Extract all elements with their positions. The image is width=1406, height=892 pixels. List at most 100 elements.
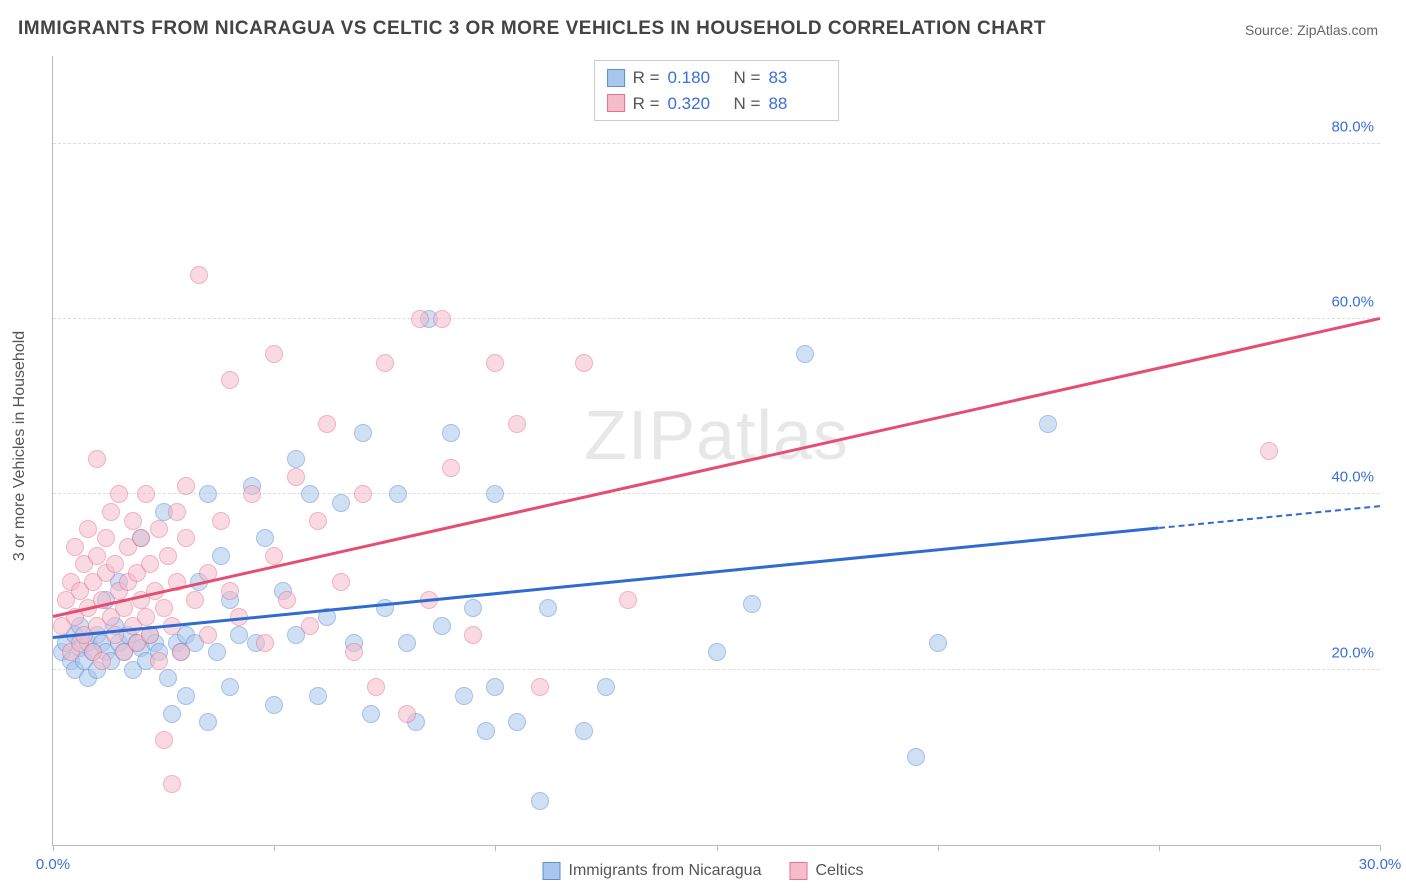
data-point (212, 547, 230, 565)
x-tick (1159, 845, 1160, 851)
data-point (389, 485, 407, 503)
data-point (102, 503, 120, 521)
data-point (486, 678, 504, 696)
x-tick-label: 0.0% (36, 856, 70, 873)
data-point (106, 555, 124, 573)
data-point (345, 643, 363, 661)
y-tick-label: 60.0% (1331, 294, 1374, 311)
data-point (301, 485, 319, 503)
y-tick-label: 20.0% (1331, 644, 1374, 661)
data-point (287, 450, 305, 468)
data-point (155, 599, 173, 617)
data-point (168, 503, 186, 521)
legend-item: Celtics (789, 862, 863, 880)
data-point (110, 485, 128, 503)
data-point (354, 485, 372, 503)
legend-item: Immigrants from Nicaragua (543, 862, 762, 880)
data-point (163, 705, 181, 723)
data-point (212, 512, 230, 530)
n-value: 88 (768, 91, 826, 117)
legend-label: Immigrants from Nicaragua (569, 862, 762, 880)
data-point (929, 634, 947, 652)
data-point (208, 643, 226, 661)
data-point (243, 485, 261, 503)
x-tick (717, 845, 718, 851)
x-tick (495, 845, 496, 851)
gridline (53, 669, 1380, 670)
data-point (508, 713, 526, 731)
data-point (318, 415, 336, 433)
r-value: 0.180 (668, 65, 726, 91)
data-point (464, 626, 482, 644)
data-point (508, 415, 526, 433)
data-point (97, 529, 115, 547)
r-value: 0.320 (668, 91, 726, 117)
y-axis-label: 3 or more Vehicles in Household (11, 331, 29, 561)
data-point (177, 687, 195, 705)
data-point (265, 547, 283, 565)
data-point (150, 520, 168, 538)
data-point (332, 494, 350, 512)
watermark: ZIPatlas (584, 395, 849, 475)
gridline (53, 318, 1380, 319)
x-tick (274, 845, 275, 851)
data-point (199, 485, 217, 503)
data-point (256, 529, 274, 547)
data-point (332, 573, 350, 591)
data-point (159, 547, 177, 565)
data-point (124, 512, 142, 530)
data-point (486, 354, 504, 372)
data-point (265, 696, 283, 714)
data-point (411, 310, 429, 328)
data-point (66, 538, 84, 556)
data-point (199, 626, 217, 644)
data-point (230, 626, 248, 644)
data-point (137, 608, 155, 626)
data-point (597, 678, 615, 696)
legend-swatch (607, 69, 625, 87)
data-point (93, 652, 111, 670)
x-tick (1380, 845, 1381, 851)
data-point (531, 792, 549, 810)
legend-swatch (543, 862, 561, 880)
data-point (362, 705, 380, 723)
data-point (464, 599, 482, 617)
data-point (172, 643, 190, 661)
data-point (486, 485, 504, 503)
data-point (88, 450, 106, 468)
x-tick (53, 845, 54, 851)
y-tick-label: 40.0% (1331, 469, 1374, 486)
legend-label: Celtics (815, 862, 863, 880)
x-tick (938, 845, 939, 851)
data-point (256, 634, 274, 652)
data-point (575, 722, 593, 740)
stats-legend: R =0.180N =83R =0.320N =88 (594, 60, 840, 121)
scatter-chart: ZIPatlas R =0.180N =83R =0.320N =88 20.0… (52, 56, 1380, 846)
data-point (177, 477, 195, 495)
data-point (442, 424, 460, 442)
data-point (796, 345, 814, 363)
data-point (301, 617, 319, 635)
data-point (163, 775, 181, 793)
legend-swatch (607, 94, 625, 112)
stats-row: R =0.320N =88 (607, 91, 827, 117)
data-point (265, 345, 283, 363)
source-attribution: Source: ZipAtlas.com (1245, 22, 1378, 38)
data-point (1039, 415, 1057, 433)
data-point (575, 354, 593, 372)
data-point (186, 591, 204, 609)
data-point (177, 529, 195, 547)
data-point (619, 591, 637, 609)
data-point (708, 643, 726, 661)
data-point (1260, 442, 1278, 460)
data-point (309, 512, 327, 530)
data-point (155, 731, 173, 749)
trend-line-extrapolated (1159, 505, 1380, 529)
stats-row: R =0.180N =83 (607, 65, 827, 91)
data-point (433, 617, 451, 635)
data-point (455, 687, 473, 705)
data-point (398, 634, 416, 652)
x-tick-label: 30.0% (1359, 856, 1402, 873)
data-point (79, 520, 97, 538)
data-point (221, 371, 239, 389)
